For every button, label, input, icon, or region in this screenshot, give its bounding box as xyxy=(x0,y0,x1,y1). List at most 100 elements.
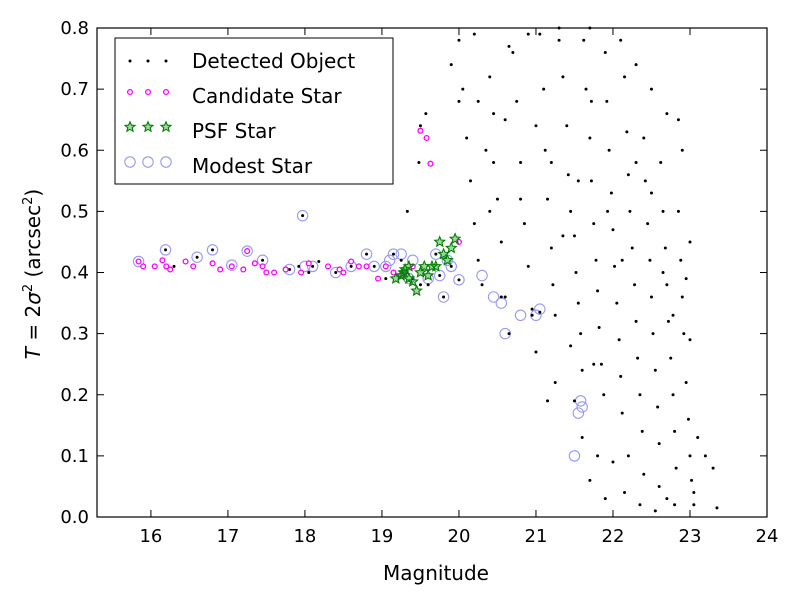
detected-object-point xyxy=(288,267,292,271)
detected-object-point xyxy=(669,356,673,360)
detected-object-point xyxy=(530,307,534,311)
detected-object-point xyxy=(620,258,624,262)
detected-object-point xyxy=(679,258,683,262)
detected-object-point xyxy=(609,191,613,195)
candidate-star-point xyxy=(336,266,343,273)
detected-object-point xyxy=(589,99,593,103)
candidate-star-point xyxy=(159,257,166,264)
legend-marker-candidate-star xyxy=(126,88,134,96)
detected-object-point xyxy=(673,503,677,507)
detected-object-point xyxy=(538,310,542,314)
detected-object-point xyxy=(649,191,653,195)
detected-object-point xyxy=(399,258,403,262)
detected-object-point xyxy=(603,50,607,54)
detected-object-point xyxy=(682,332,686,336)
candidate-star-point xyxy=(163,263,170,270)
detected-object-point xyxy=(634,160,638,164)
candidate-star-point xyxy=(271,269,278,276)
detected-object-point xyxy=(692,491,696,495)
candidate-star-point xyxy=(375,275,382,282)
detected-object-point xyxy=(549,246,553,250)
candidate-star-point xyxy=(348,258,355,265)
detected-object-point xyxy=(680,148,684,152)
psf-star-point xyxy=(441,253,454,266)
candidate-star-point xyxy=(167,266,174,273)
detected-object-point xyxy=(488,209,492,213)
modest-star-point xyxy=(437,291,450,303)
detected-object-point xyxy=(534,350,538,354)
detected-object-point xyxy=(715,506,719,510)
legend-marker-psf-star xyxy=(141,120,155,133)
x-tick-label: 21 xyxy=(525,526,548,547)
candidate-star-point xyxy=(240,266,247,273)
detected-object-point xyxy=(499,240,503,244)
y-tick-label: 0.3 xyxy=(60,324,89,345)
detected-object-point xyxy=(613,264,617,268)
detected-object-point xyxy=(602,393,606,397)
candidate-star-point xyxy=(423,134,430,142)
detected-object-point xyxy=(499,295,503,299)
candidate-star-point xyxy=(340,269,347,276)
detected-object-point xyxy=(634,319,638,323)
detected-object-point xyxy=(611,228,615,232)
detected-object-point xyxy=(424,112,428,116)
detected-object-point xyxy=(572,399,576,403)
detected-object-point xyxy=(519,160,523,164)
detected-object-point xyxy=(542,87,546,91)
modest-star-point xyxy=(387,248,400,260)
candidate-star-point xyxy=(382,263,389,270)
detected-object-point xyxy=(684,277,688,281)
detected-object-point xyxy=(640,429,644,433)
psf-star-point xyxy=(448,232,462,245)
y-tick-label: 0.5 xyxy=(60,201,89,222)
detected-object-point xyxy=(507,44,511,48)
psf-star-point xyxy=(433,235,447,248)
detected-object-point xyxy=(553,313,557,317)
legend-marker-detected-object xyxy=(146,59,150,63)
detected-object-point xyxy=(674,466,678,470)
detected-object-point xyxy=(317,259,321,263)
detected-object-point xyxy=(211,248,215,252)
detected-object-point xyxy=(642,472,646,476)
detected-object-point xyxy=(619,38,623,42)
detected-object-point xyxy=(543,148,547,152)
candidate-star-point xyxy=(363,263,370,270)
detected-object-point xyxy=(461,87,465,91)
psf-star-point xyxy=(389,271,403,284)
detected-object-point xyxy=(307,271,311,274)
detected-object-point xyxy=(673,429,677,433)
psf-star-point xyxy=(402,259,416,272)
detected-object-point xyxy=(565,124,569,128)
detected-object-point xyxy=(596,289,600,293)
candidate-star-point xyxy=(140,263,147,270)
series-detected-object xyxy=(137,26,719,513)
modest-star-point xyxy=(395,248,407,260)
detected-object-point xyxy=(657,442,661,446)
y-tick-label: 0.0 xyxy=(60,507,89,528)
detected-object-point xyxy=(484,148,488,152)
modest-star-point xyxy=(495,297,508,309)
detected-object-point xyxy=(557,38,561,42)
legend-marker-detected-object xyxy=(128,59,132,63)
detected-object-point xyxy=(690,478,694,482)
detected-object-point xyxy=(623,75,627,79)
detected-object-point xyxy=(538,32,542,36)
modest-star-point xyxy=(572,407,585,419)
detected-object-point xyxy=(676,118,680,122)
axes: 16 17 18 19 20 21 22 23 24 0.0 0.1 0.2 0.3 0.4 0.5 0.6 0… xyxy=(60,18,778,547)
detected-object-point xyxy=(449,63,453,67)
detected-object-point xyxy=(588,136,592,140)
detected-object-point xyxy=(580,368,584,372)
plot-marks xyxy=(132,26,719,513)
detected-object-point xyxy=(405,209,409,213)
detected-object-point xyxy=(665,112,669,116)
detected-object-point xyxy=(703,454,707,458)
modest-star-point xyxy=(206,244,219,256)
detected-object-point xyxy=(576,179,580,183)
psf-star-point xyxy=(397,265,410,278)
legend-marker-psf-star xyxy=(123,120,137,133)
legend-marker-candidate-star xyxy=(144,88,152,96)
detected-object-point xyxy=(391,252,395,256)
detected-object-point xyxy=(572,234,576,238)
